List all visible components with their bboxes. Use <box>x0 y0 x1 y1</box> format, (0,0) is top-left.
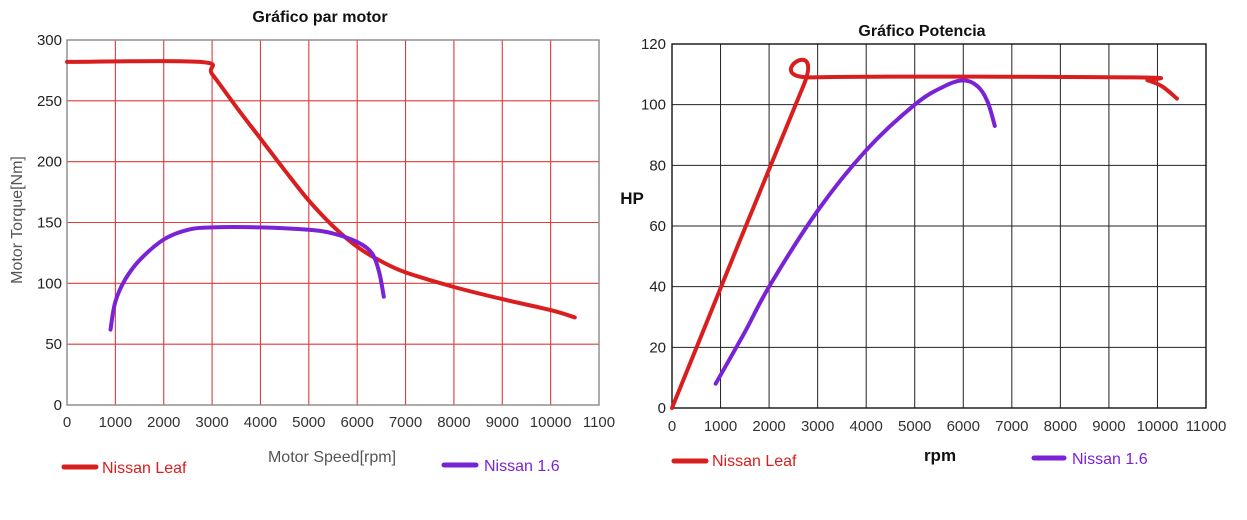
chart2-x-tick-label: 0 <box>668 418 676 435</box>
chart2-x-tick-label: 3000 <box>801 418 834 435</box>
chart2-y-tick-label: 100 <box>641 97 666 114</box>
chart1-x-tick-label: 8000 <box>437 414 470 431</box>
chart1-legend-label-nissan-1-6: Nissan 1.6 <box>484 458 560 475</box>
chart2-x-tick-label: 7000 <box>995 418 1028 435</box>
chart2-plot-frame <box>671 43 1207 409</box>
chart1-x-tick-label: 1000 <box>99 414 132 431</box>
chart1-x-tick-label: 9000 <box>486 414 519 431</box>
chart2-y-tick-label: 60 <box>649 218 666 235</box>
chart2-x-tick-label: 4000 <box>849 418 882 435</box>
chart2-x-tick-label: 2000 <box>752 418 785 435</box>
chart2-x-tick-label: 1000 <box>704 418 737 435</box>
chart2-y-tick-label: 120 <box>641 36 666 53</box>
chart1-y-tick-label: 250 <box>37 93 62 110</box>
chart2-y-tick-label: 20 <box>649 339 666 356</box>
chart2-x-tick-label: 11000 <box>1186 418 1227 435</box>
chart2-x-tick-label: 9000 <box>1092 418 1125 435</box>
chart1-plot-frame <box>66 39 600 406</box>
chart2-legend-label-nissan-leaf: Nissan Leaf <box>712 453 797 470</box>
chart1-x-tick-label: 6000 <box>340 414 373 431</box>
chart2-x-tick-label: 8000 <box>1044 418 1077 435</box>
chart1-x-tick-label: 0 <box>63 414 71 431</box>
chart1-y-tick-label: 200 <box>37 154 62 171</box>
chart2-series-line-nissan-1-6 <box>713 78 997 386</box>
chart1-x-tick-label: 2000 <box>147 414 180 431</box>
chart2-series-line-nissan-leaf <box>670 57 1179 410</box>
chart1-x-axis-label: Motor Speed[rpm] <box>268 449 396 466</box>
chart2-y-tick-label: 40 <box>649 279 666 296</box>
chart1-series-line-nissan-1-6 <box>108 225 386 332</box>
chart2-x-tick-label: 5000 <box>898 418 931 435</box>
chart1-y-axis-label: Motor Torque[Nm] <box>9 156 26 284</box>
chart1-x-tick-label: 4000 <box>244 414 277 431</box>
chart1-legend-label-nissan-leaf: Nissan Leaf <box>102 460 187 477</box>
chart1-x-tick-label: 1100 <box>583 414 615 431</box>
chart1-title: Gráfico par motor <box>252 9 387 26</box>
chart1-y-tick-label: 100 <box>37 275 62 292</box>
chart1-y-tick-label: 50 <box>45 336 62 353</box>
chart1-y-tick-label: 0 <box>54 397 62 414</box>
chart2-x-tick-label: 6000 <box>947 418 980 435</box>
chart1-x-tick-label: 5000 <box>292 414 325 431</box>
chart1-y-tick-label: 150 <box>37 215 62 232</box>
chart1-x-tick-label: 7000 <box>389 414 422 431</box>
chart2-title: Gráfico Potencia <box>858 23 985 40</box>
chart2-y-tick-label: 80 <box>649 157 666 174</box>
chart1-series-line-nissan-leaf <box>65 59 577 320</box>
chart2-y-axis-label: HP <box>620 189 644 208</box>
chart2-x-tick-label: 10000 <box>1137 418 1179 435</box>
chart1-y-tick-label: 300 <box>37 32 62 49</box>
chart1-x-tick-label: 3000 <box>195 414 228 431</box>
chart1-x-tick-label: 10000 <box>530 414 572 431</box>
chart2-legend-label-nissan-1-6: Nissan 1.6 <box>1072 451 1148 468</box>
chart2-y-tick-label: 0 <box>658 400 666 417</box>
chart2-x-axis-label: rpm <box>924 446 956 465</box>
